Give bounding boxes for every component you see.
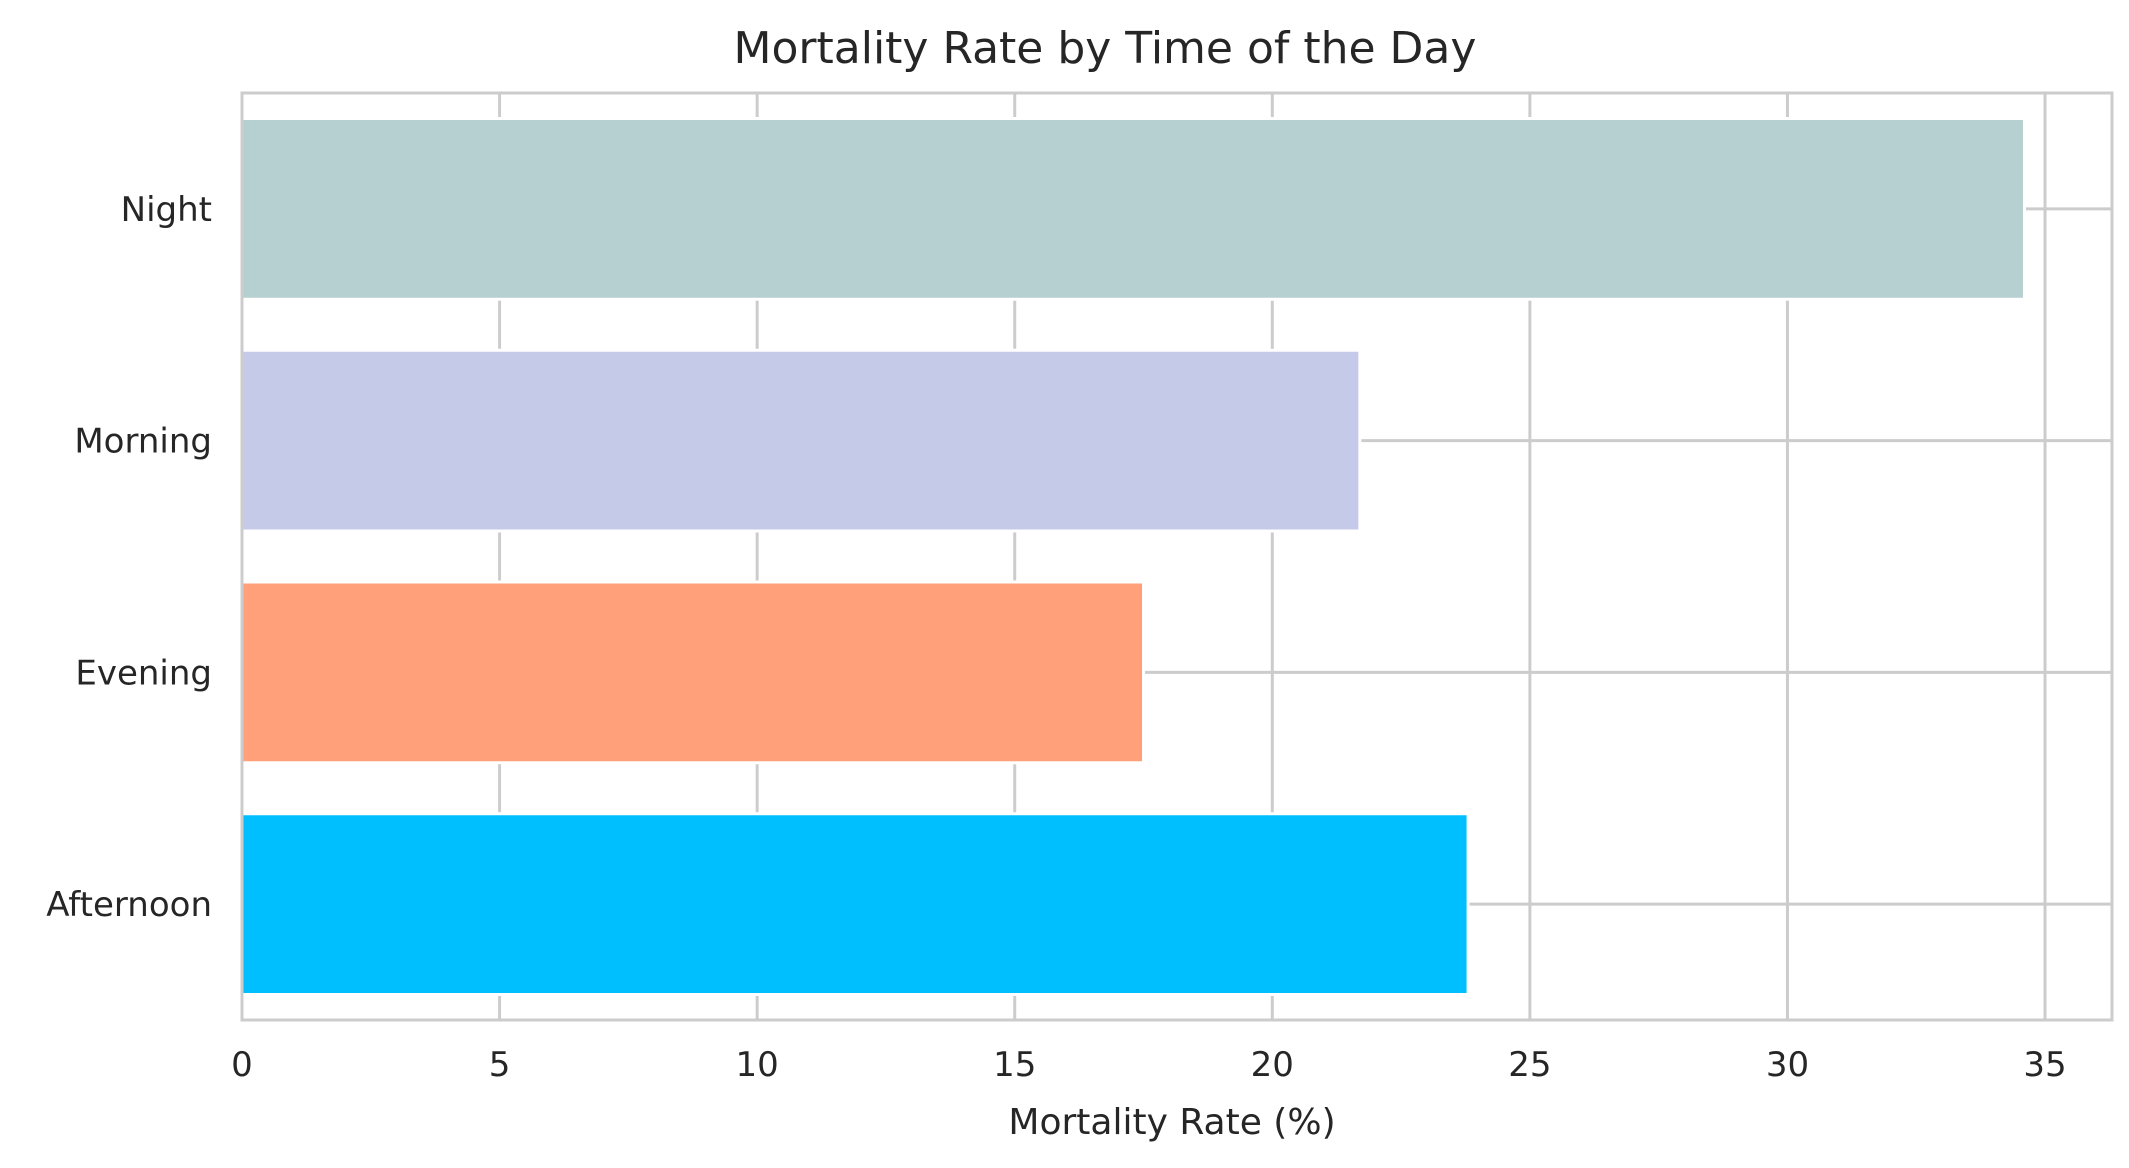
y-tick-label: Morning xyxy=(74,422,212,462)
plot-border xyxy=(240,91,2114,1022)
tick-labels: 0 5 10 15 20 25 30 35 Afternoon Evening Morning Nig… xyxy=(46,190,2066,1085)
bar-afternoon xyxy=(240,812,1470,997)
bar-morning xyxy=(240,348,1362,533)
x-tick-label: 5 xyxy=(489,1045,511,1085)
x-tick-label: 25 xyxy=(1508,1045,1551,1085)
x-tick-label: 30 xyxy=(1766,1045,1809,1085)
x-tick-label: 15 xyxy=(993,1045,1036,1085)
bars xyxy=(240,116,2026,997)
chart-title: Mortality Rate by Time of the Day xyxy=(734,23,1477,74)
x-axis-label: Mortality Rate (%) xyxy=(1008,1102,1335,1143)
y-tick-label: Night xyxy=(121,190,212,230)
x-tick-label: 10 xyxy=(736,1045,779,1085)
x-tick-label: 35 xyxy=(2023,1045,2066,1085)
x-tick-label: 0 xyxy=(231,1045,253,1085)
bar-night xyxy=(240,116,2026,301)
x-tick-label: 20 xyxy=(1251,1045,1294,1085)
y-tick-label: Afternoon xyxy=(46,885,212,925)
y-tick-label: Evening xyxy=(75,653,212,693)
bar-evening xyxy=(240,580,1146,765)
plot-frame xyxy=(240,91,2114,1022)
